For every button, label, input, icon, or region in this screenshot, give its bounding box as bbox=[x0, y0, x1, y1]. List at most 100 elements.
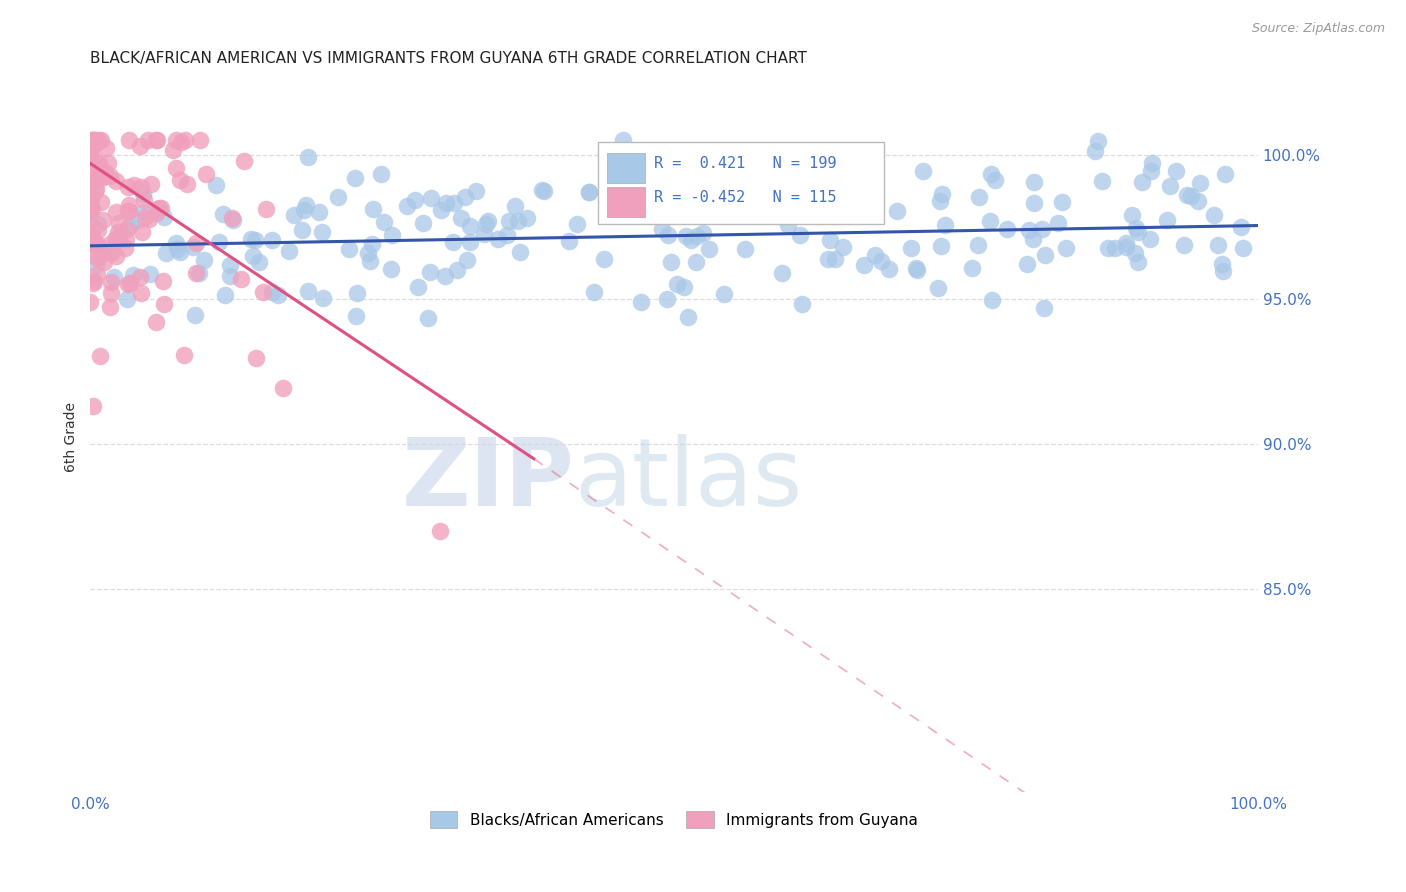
Point bbox=[82, 133, 104, 147]
Point bbox=[134, 193, 156, 207]
Point bbox=[79, 194, 101, 208]
Point bbox=[145, 315, 167, 329]
Point bbox=[105, 233, 128, 247]
Point bbox=[1211, 257, 1233, 271]
Point bbox=[967, 238, 990, 252]
Point bbox=[727, 171, 749, 186]
Point bbox=[79, 206, 101, 220]
Point bbox=[221, 211, 243, 226]
Point bbox=[1139, 231, 1161, 245]
Point bbox=[344, 309, 367, 323]
Point bbox=[686, 229, 709, 244]
Point bbox=[166, 243, 188, 257]
Point bbox=[430, 202, 453, 217]
Point bbox=[80, 227, 103, 241]
Point bbox=[283, 209, 305, 223]
Point bbox=[252, 285, 274, 299]
Point bbox=[136, 133, 159, 147]
Point bbox=[1022, 195, 1045, 210]
Point bbox=[86, 258, 108, 272]
Point bbox=[153, 210, 176, 224]
Point bbox=[346, 286, 368, 301]
Point bbox=[98, 169, 121, 183]
Point bbox=[169, 244, 191, 259]
Point bbox=[193, 253, 215, 268]
Point bbox=[87, 157, 110, 171]
Point bbox=[852, 259, 875, 273]
Point bbox=[1121, 208, 1143, 222]
Point bbox=[465, 184, 488, 198]
Point bbox=[583, 285, 606, 299]
Point bbox=[900, 240, 922, 254]
Point bbox=[98, 243, 121, 257]
Point bbox=[578, 186, 600, 200]
FancyBboxPatch shape bbox=[607, 153, 645, 183]
Point bbox=[134, 204, 156, 219]
Point bbox=[612, 133, 634, 147]
Point bbox=[79, 154, 101, 169]
Point bbox=[475, 217, 498, 231]
Point bbox=[90, 194, 112, 209]
Point bbox=[1159, 178, 1181, 193]
Point bbox=[789, 227, 811, 242]
Point bbox=[655, 293, 678, 307]
Point bbox=[709, 196, 731, 211]
Point bbox=[118, 204, 141, 219]
Point bbox=[117, 277, 139, 292]
Point bbox=[82, 276, 104, 290]
Point bbox=[155, 245, 177, 260]
Point bbox=[80, 138, 103, 153]
Point bbox=[381, 228, 404, 243]
Point bbox=[114, 241, 136, 255]
Point bbox=[79, 144, 101, 158]
Point bbox=[818, 156, 841, 170]
Point bbox=[84, 237, 107, 252]
Point bbox=[195, 167, 218, 181]
Point bbox=[361, 202, 384, 217]
Point bbox=[927, 281, 949, 295]
Point bbox=[105, 205, 128, 219]
Point bbox=[1033, 301, 1056, 316]
FancyBboxPatch shape bbox=[598, 143, 884, 224]
Point bbox=[108, 227, 131, 242]
Point bbox=[472, 227, 495, 242]
Point bbox=[443, 195, 465, 210]
Point bbox=[122, 178, 145, 193]
Point bbox=[150, 202, 173, 216]
Point bbox=[138, 212, 160, 227]
Point bbox=[1173, 238, 1195, 252]
Point bbox=[676, 310, 699, 324]
Point bbox=[86, 162, 108, 177]
Point bbox=[173, 348, 195, 362]
Point bbox=[717, 197, 740, 211]
Point bbox=[86, 155, 108, 169]
Point bbox=[107, 225, 129, 239]
Point bbox=[94, 164, 117, 178]
Point bbox=[495, 228, 517, 243]
Point bbox=[516, 211, 538, 225]
Point bbox=[370, 167, 392, 181]
Point bbox=[117, 204, 139, 219]
Point bbox=[1046, 216, 1069, 230]
Point bbox=[849, 177, 872, 191]
Point bbox=[98, 237, 121, 252]
Point bbox=[83, 133, 105, 147]
Text: Source: ZipAtlas.com: Source: ZipAtlas.com bbox=[1251, 22, 1385, 36]
Point bbox=[807, 160, 830, 174]
Point bbox=[86, 236, 108, 251]
Point bbox=[395, 199, 418, 213]
Point bbox=[1164, 164, 1187, 178]
Point bbox=[145, 133, 167, 147]
Point bbox=[453, 190, 475, 204]
Point bbox=[184, 266, 207, 280]
Point bbox=[79, 183, 101, 197]
Point bbox=[129, 270, 152, 285]
Point bbox=[176, 178, 198, 192]
Point bbox=[778, 218, 800, 232]
Point bbox=[704, 191, 727, 205]
Point bbox=[1125, 220, 1147, 235]
FancyBboxPatch shape bbox=[607, 187, 645, 217]
Point bbox=[886, 204, 908, 219]
Point bbox=[818, 234, 841, 248]
Point bbox=[115, 292, 138, 306]
